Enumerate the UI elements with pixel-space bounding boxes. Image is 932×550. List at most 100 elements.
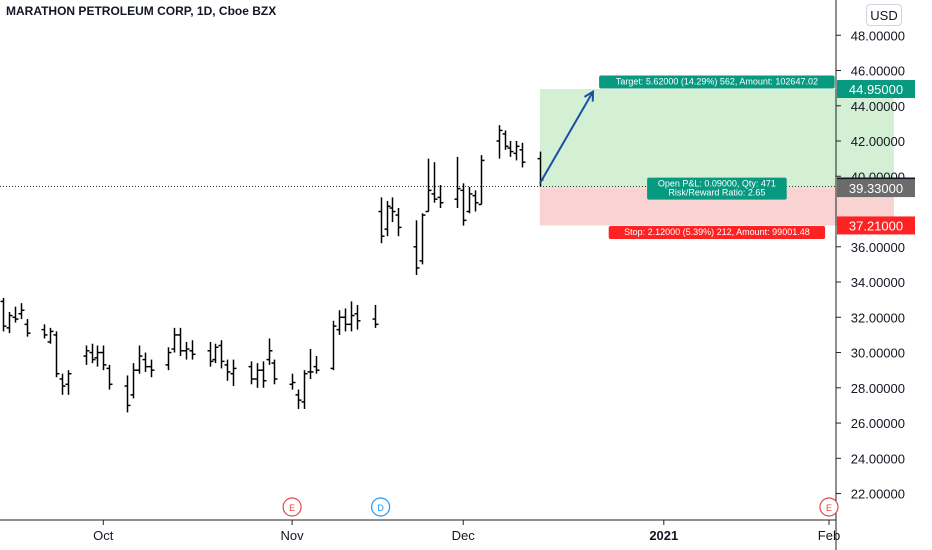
- y-tick-label: 46.00000: [851, 64, 905, 79]
- y-tick-label: 24.00000: [851, 451, 905, 466]
- pnl-label-text: Open P&L: 0.09000, Qty: 471: [658, 179, 776, 189]
- ohlc-bar: [507, 141, 514, 157]
- ohlc-bar: [478, 155, 485, 206]
- ohlc-bar: [313, 356, 320, 374]
- stop-label: Stop: 2.12000 (5.39%) 212, Amount: 99001…: [608, 225, 826, 239]
- event-dividend: D: [371, 497, 391, 517]
- event-earnings: E: [819, 497, 839, 517]
- price-label-text: 44.95000: [849, 82, 903, 97]
- price-label-entry: 39.33000: [837, 179, 915, 198]
- ohlc-bar: [413, 220, 420, 275]
- y-tick-label: 32.00000: [851, 310, 905, 325]
- ohlc-bar: [106, 364, 113, 390]
- ohlc-bar: [53, 331, 60, 378]
- target-label-box: [599, 75, 835, 89]
- ohlc-bar: [372, 304, 379, 328]
- ohlc-bar: [12, 306, 19, 323]
- ohlc-bar: [89, 343, 96, 364]
- ohlc-bar: [24, 319, 31, 337]
- ohlc-bar: [124, 375, 131, 413]
- price-label-box: [837, 179, 915, 198]
- ohlc-bar: [18, 303, 25, 320]
- ohlc-bar: [496, 125, 503, 159]
- ohlc-bar: [336, 310, 343, 335]
- y-tick-label: 48.00000: [851, 28, 905, 43]
- target-label: Target: 5.62000 (14.29%) 562, Amount: 10…: [599, 75, 835, 89]
- ohlc-bar: [307, 349, 314, 379]
- ohlc-bar: [289, 373, 296, 390]
- y-tick-label: 36.00000: [851, 240, 905, 255]
- x-tick-label: 2021: [649, 528, 678, 543]
- ohlc-bar: [295, 389, 302, 409]
- x-tick-label: Oct: [93, 528, 114, 543]
- ohlc-bar: [389, 197, 396, 223]
- y-tick-label: 44.00000: [851, 99, 905, 114]
- ohlc-bar: [212, 343, 219, 364]
- ohlc-bar: [460, 183, 467, 226]
- x-tick-label: Feb: [818, 528, 840, 543]
- target-zone: [539, 89, 894, 189]
- ohlc-bar: [224, 359, 231, 381]
- ohlc-bar: [207, 341, 214, 367]
- y-tick-label: 26.00000: [851, 416, 905, 431]
- ohlc-bar: [519, 142, 526, 168]
- ohlc-bar: [395, 208, 402, 237]
- price-label-box: [837, 216, 915, 235]
- ohlc-bar: [454, 156, 461, 208]
- ohlc-bar: [0, 297, 7, 332]
- price-label-box: [837, 80, 915, 99]
- event-earnings: E: [282, 497, 302, 517]
- price-axis[interactable]: 48.0000046.0000044.0000042.0000040.00000…: [836, 28, 915, 502]
- position-overlay: Target: 5.62000 (14.29%) 562, Amount: 10…: [0, 75, 836, 239]
- stop-label-text: Stop: 2.12000 (5.39%) 212, Amount: 99001…: [624, 227, 810, 237]
- ohlc-bar: [41, 324, 48, 339]
- ohlc-bar: [230, 359, 237, 387]
- pnl-label-box: [647, 177, 787, 200]
- ohlc-bar: [271, 359, 278, 385]
- y-tick-label: 28.00000: [851, 381, 905, 396]
- ohlc-bar: [142, 352, 149, 372]
- ohlc-bar: [502, 130, 509, 150]
- price-label-text: 37.21000: [849, 218, 903, 233]
- ohlc-bar: [177, 327, 184, 357]
- pnl-label-text: Risk/Reward Ratio: 2.65: [668, 188, 765, 198]
- y-tick-label: 34.00000: [851, 275, 905, 290]
- ohlc-bar: [513, 141, 520, 161]
- ohlc-bar: [189, 340, 196, 360]
- ohlc-bar: [171, 327, 178, 353]
- ohlc-bar: [59, 373, 66, 395]
- ohlc-bar: [218, 340, 225, 369]
- y-tick-label: 42.00000: [851, 134, 905, 149]
- forecast-arrow: [539, 91, 594, 184]
- ohlc-bar: [248, 361, 255, 385]
- ohlc-bar: [94, 345, 101, 367]
- chart-title: MARATHON PETROLEUM CORP, 1D, Cboe BZX: [6, 4, 277, 18]
- y-tick-label: 30.00000: [851, 346, 905, 361]
- x-tick-label: Nov: [281, 528, 305, 543]
- ohlc-bar: [348, 301, 355, 332]
- ohlc-bar: [83, 345, 90, 365]
- ohlc-bar: [148, 359, 155, 378]
- ohlc-bar: [100, 345, 107, 371]
- ohlc-bar: [330, 320, 337, 371]
- ohlc-bar: [301, 370, 308, 409]
- currency-button[interactable]: USD: [866, 4, 902, 26]
- ohlc-bar: [378, 197, 385, 244]
- time-axis[interactable]: Oct Nov Dec 2021 Feb: [93, 520, 840, 543]
- x-tick-label: Dec: [452, 528, 476, 543]
- ohlc-bar: [431, 162, 438, 203]
- event-circle: [371, 497, 391, 517]
- ohlc-bar: [384, 200, 391, 237]
- ohlc-bar: [183, 341, 190, 360]
- ohlc-bar: [437, 185, 444, 208]
- price-label-target: 44.95000: [837, 80, 915, 99]
- ohlc-bar: [425, 158, 432, 213]
- ohlc-bar: [136, 345, 143, 374]
- price-label-text: 39.33000: [849, 181, 903, 196]
- forecast-arrowhead: [583, 89, 595, 102]
- ohlc-bar: [65, 370, 72, 395]
- event-circle: [819, 497, 839, 517]
- ohlc-bar: [354, 304, 361, 330]
